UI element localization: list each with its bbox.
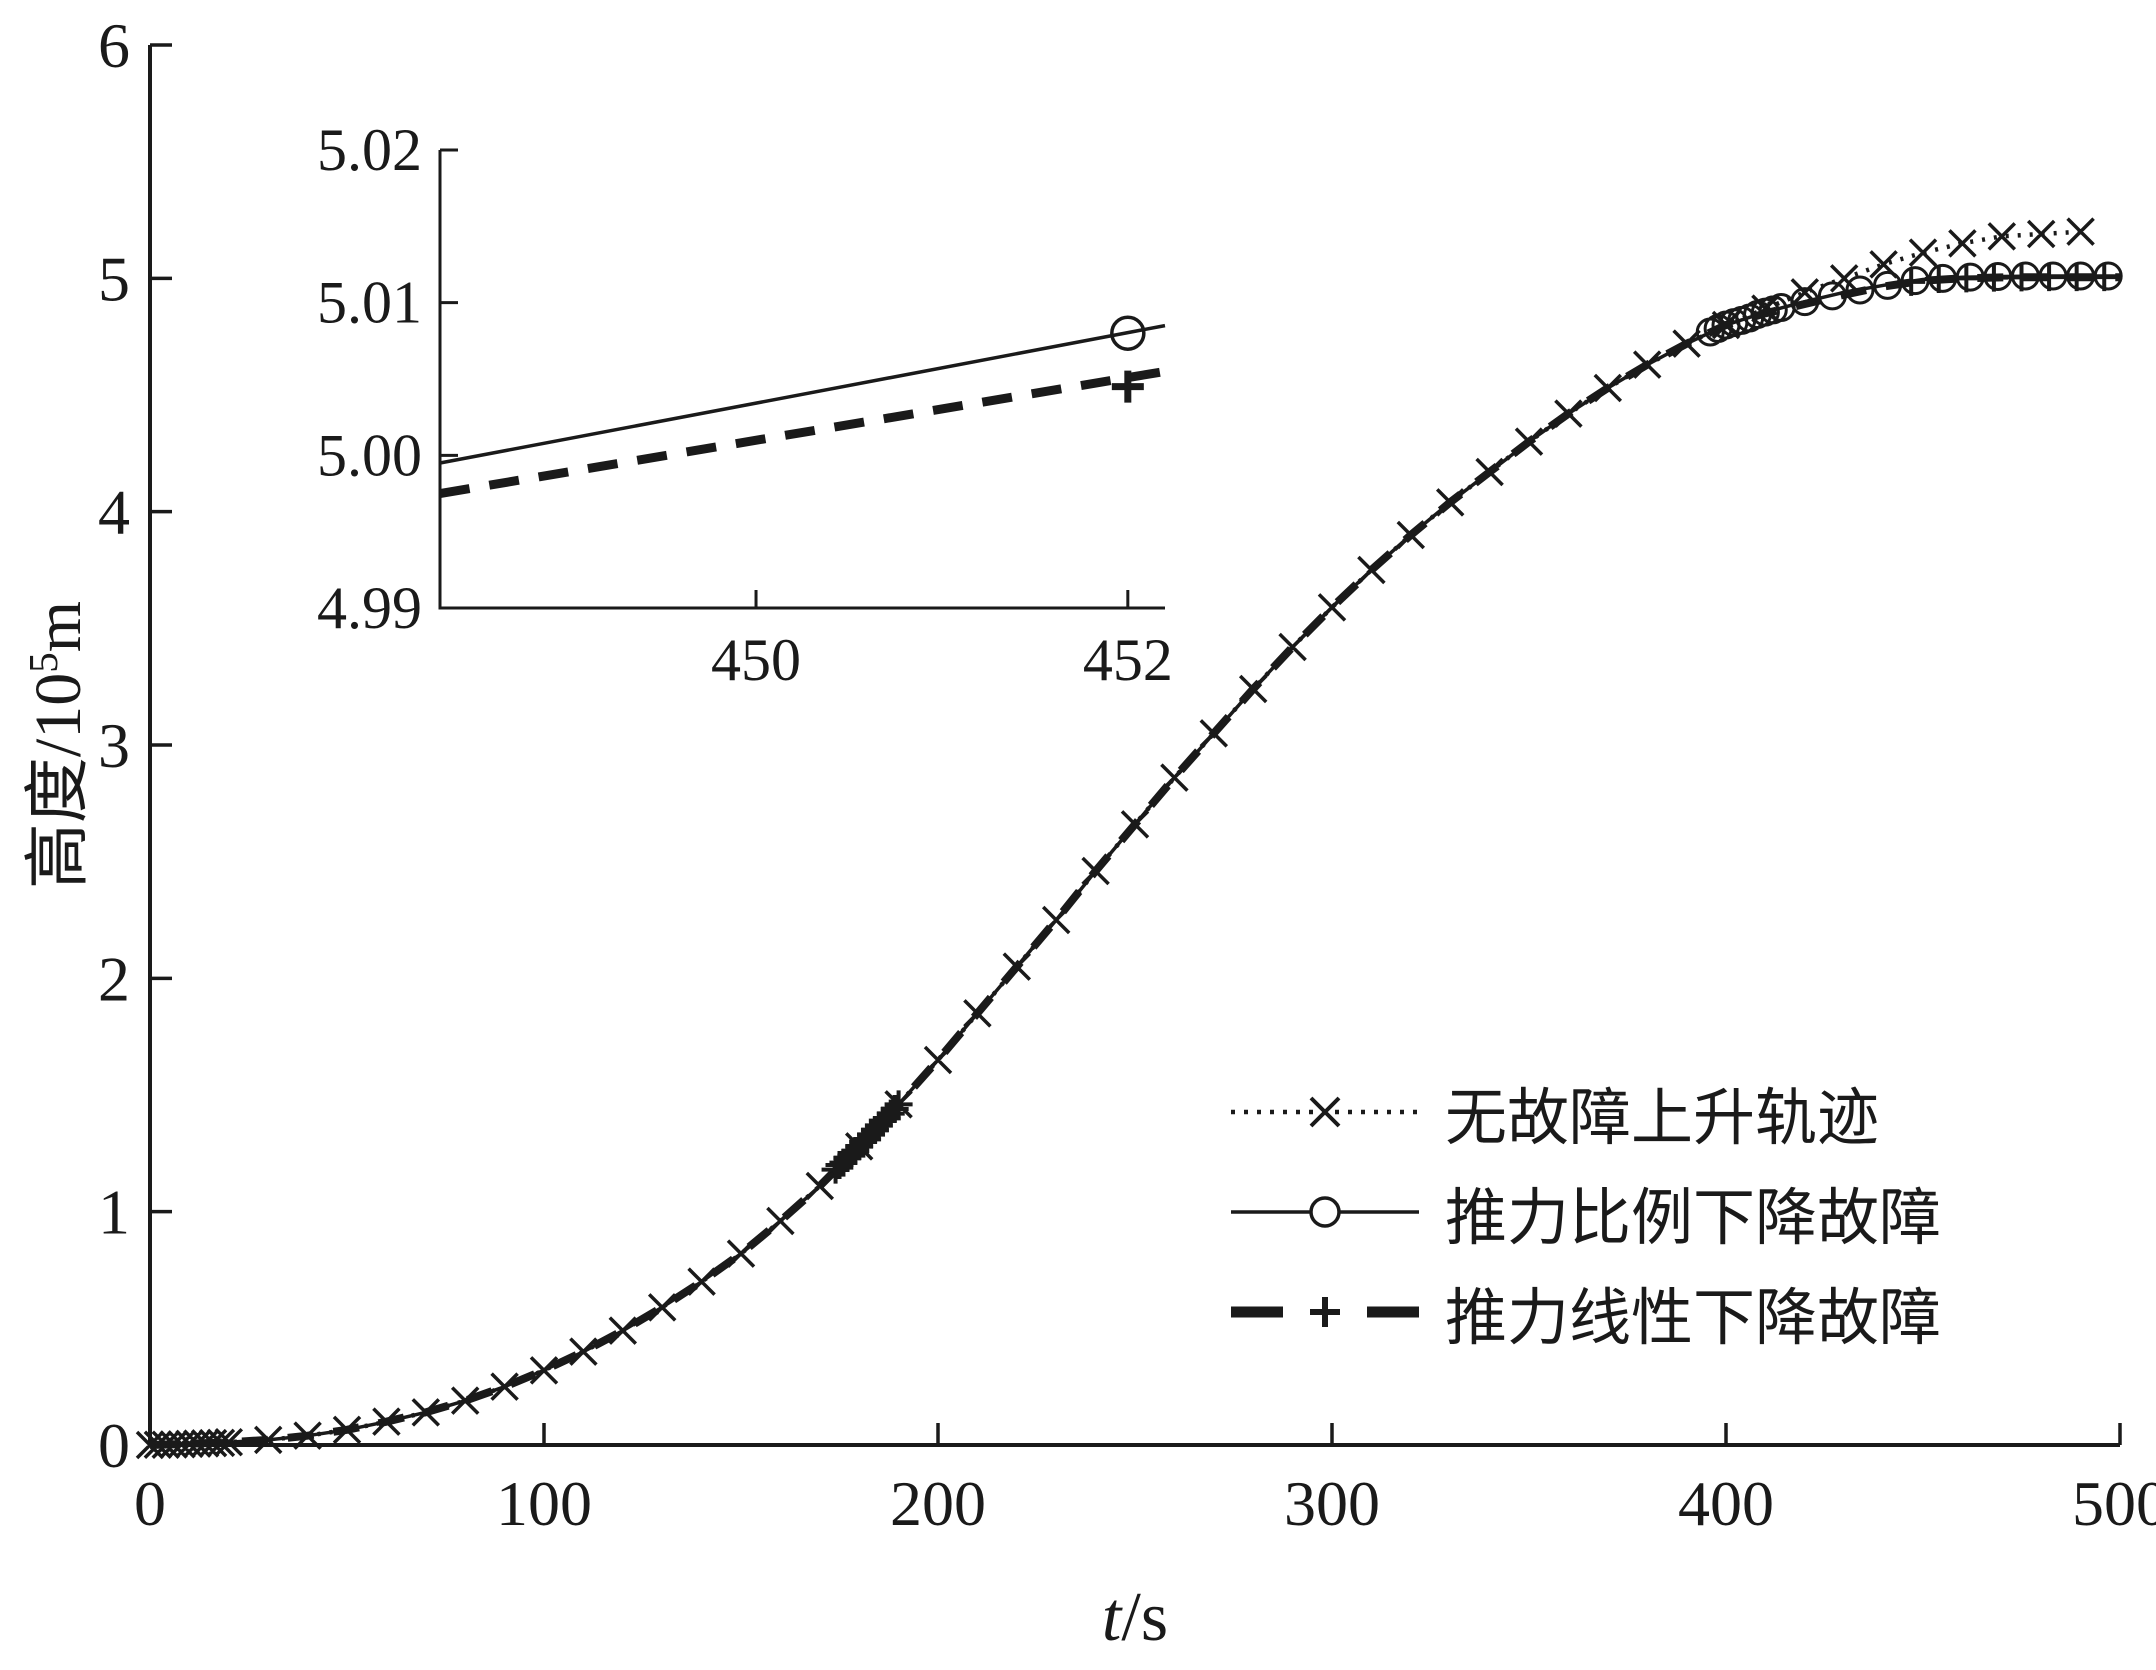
y-tick-label: 4	[98, 477, 130, 548]
legend-item-fault-free: 无故障上升轨迹	[1225, 1062, 1941, 1162]
legend-plus-marker-icon	[1310, 1297, 1340, 1327]
y-tick-label: 2	[98, 943, 130, 1014]
series-line-fault-free	[149, 229, 2081, 1448]
legend-item-thrust-proportional-decline: 推力比例下降故障	[1225, 1162, 1941, 1262]
inset-series-markers-thrust-linear-decline	[1111, 370, 1144, 403]
legend-label-fault-free: 无故障上升轨迹	[1445, 1085, 1880, 1153]
series-markers-fault-free	[135, 217, 2095, 1460]
y-axis-label-text: 高度/10	[22, 672, 95, 890]
x-tick-label: 400	[1678, 1468, 1774, 1539]
y-axis-label-superscript: 5	[21, 652, 66, 673]
x-tick-label: 200	[890, 1468, 986, 1539]
y-axis-label: 高度/105m	[4, 601, 100, 889]
y-tick-label: 3	[98, 710, 130, 781]
y-tick-label: 1	[98, 1177, 130, 1248]
x-tick-label: 500	[2072, 1468, 2156, 1539]
inset-y-tick-label: 4.99	[317, 575, 422, 641]
y-tick-label: 0	[98, 1410, 130, 1481]
y-tick-label: 6	[98, 10, 130, 81]
legend-label-thrust-proportional-decline: 推力比例下降故障	[1445, 1185, 1942, 1253]
inset-x-tick-label: 452	[1083, 627, 1173, 693]
legend-sample-dotted-x-icon	[1231, 1096, 1419, 1128]
inset-x-tick-label: 450	[711, 627, 801, 693]
inset-series-markers-thrust-proportional-decline	[1110, 315, 1146, 351]
legend-x-marker-icon	[1309, 1096, 1341, 1128]
y-axis-label-unit: m	[22, 600, 95, 653]
x-tick-label: 0	[134, 1468, 166, 1539]
x-tick-label: 300	[1284, 1468, 1380, 1539]
inset-y-tick-label: 5.02	[317, 117, 422, 183]
inset-series-line-thrust-linear-decline	[439, 366, 1166, 498]
inset-axes-spines	[438, 150, 1165, 610]
inset-y-tick-label: 5.00	[317, 422, 422, 488]
series-markers-thrust-linear-decline	[821, 263, 2119, 1184]
inset-series-line-thrust-proportional-decline	[439, 323, 1166, 465]
x-axis-label-unit: /s	[1121, 1579, 1169, 1656]
legend-item-thrust-linear-decline: 推力线性下降故障	[1225, 1262, 1941, 1362]
legend-sample-dashed-plus-icon	[1231, 1297, 1419, 1327]
legend-label-thrust-linear-decline: 推力线性下降故障	[1445, 1285, 1942, 1353]
y-tick-label: 5	[98, 243, 130, 314]
x-tick-label: 100	[496, 1468, 592, 1539]
legend-sample-solid-circle-icon	[1231, 1196, 1419, 1228]
legend: 无故障上升轨迹 推力比例下降故障 推力线性下降故障	[1225, 1062, 1941, 1362]
inset-y-tick-label: 5.01	[317, 270, 422, 336]
x-axis-label-variable: t	[1101, 1579, 1122, 1656]
x-axis-label: t/s	[150, 1578, 2120, 1658]
legend-circle-marker-icon	[1309, 1196, 1341, 1228]
